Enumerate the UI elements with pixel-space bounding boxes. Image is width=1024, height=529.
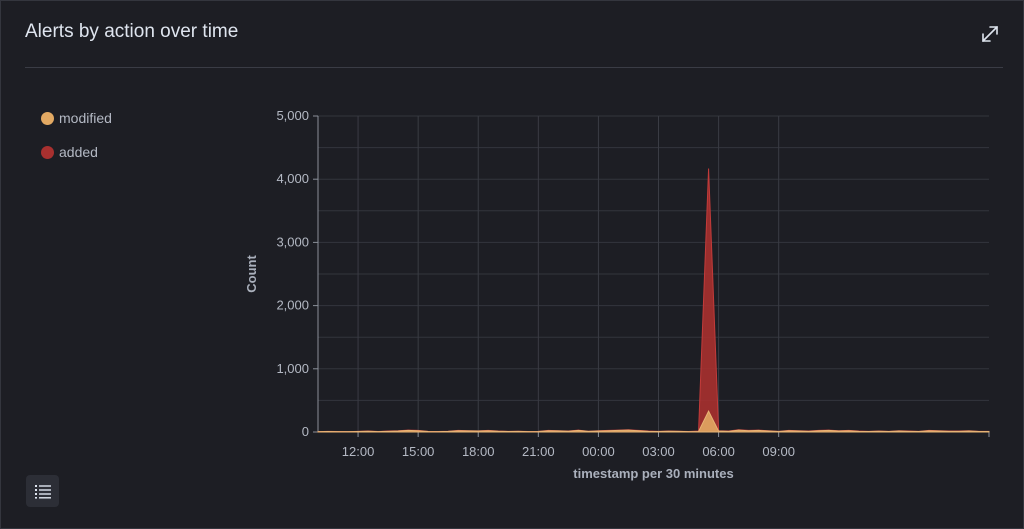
y-tick-label: 5,000 <box>276 108 309 123</box>
legend-label-modified: modified <box>59 110 112 126</box>
x-tick-label: 03:00 <box>642 444 675 459</box>
panel-title: Alerts by action over time <box>25 21 239 42</box>
expand-button[interactable] <box>977 21 1003 47</box>
expand-arrows-icon <box>982 26 998 42</box>
x-tick-label: 09:00 <box>762 444 795 459</box>
title-divider <box>25 67 1003 68</box>
list-icon <box>34 485 51 499</box>
series-area-added <box>317 168 990 433</box>
legend-swatch-added <box>41 145 54 159</box>
legend-item-added[interactable]: added <box>41 143 112 161</box>
y-axis-title: Count <box>244 255 259 293</box>
chart-legend: modified added <box>41 109 112 177</box>
x-axis-title: timestamp per 30 minutes <box>573 466 733 481</box>
y-tick-label: 4,000 <box>276 171 309 186</box>
legend-swatch-modified <box>41 111 54 125</box>
legend-item-modified[interactable]: modified <box>41 109 112 127</box>
y-tick-label: 1,000 <box>276 361 309 376</box>
legend-label-added: added <box>59 144 98 160</box>
x-tick-label: 06:00 <box>702 444 735 459</box>
x-tick-label: 21:00 <box>522 444 555 459</box>
x-tick-label: 15:00 <box>402 444 435 459</box>
x-tick-label: 12:00 <box>342 444 375 459</box>
x-tick-label: 00:00 <box>582 444 615 459</box>
series-area-modified <box>317 410 990 433</box>
y-tick-label: 3,000 <box>276 234 309 249</box>
y-tick-label: 0 <box>302 424 309 439</box>
y-tick-label: 2,000 <box>276 298 309 313</box>
x-tick-label: 18:00 <box>462 444 495 459</box>
legend-toggle-button[interactable] <box>26 475 59 507</box>
